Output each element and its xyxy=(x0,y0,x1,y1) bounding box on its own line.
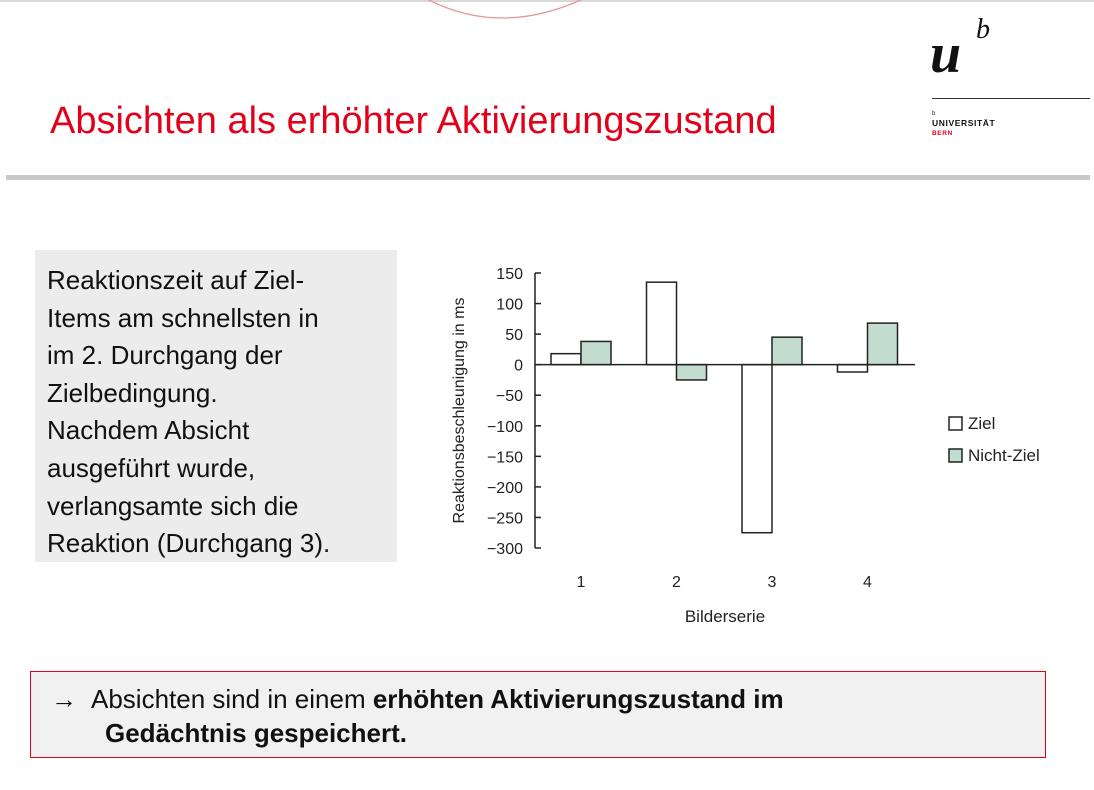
x-tick-label: 2 xyxy=(672,574,681,591)
y-tick-label: −100 xyxy=(487,419,523,436)
bar-ziel-3 xyxy=(741,363,773,534)
conclusion-line-2: Gedächtnis gespeichert. xyxy=(51,716,1029,750)
explanation-box: Reaktionszeit auf Ziel- Items am schnell… xyxy=(35,250,397,562)
y-tick-label: 50 xyxy=(505,327,523,344)
x-tick-label: 3 xyxy=(768,574,777,591)
arrow-right-icon: → xyxy=(51,684,77,714)
logo-city-text: BERN xyxy=(932,130,953,137)
y-tick-label: 0 xyxy=(514,358,523,375)
y-tick-label: 150 xyxy=(496,266,523,283)
explanation-line: ausgeführt wurde, xyxy=(47,452,256,483)
y-tick-label: −150 xyxy=(487,449,523,466)
logo-letter-u: u xyxy=(930,23,962,85)
bar-nicht-ziel-1 xyxy=(580,340,612,366)
bar-ziel-2 xyxy=(645,281,678,366)
y-tick-label: −50 xyxy=(496,388,523,405)
conclusion-bold-text-continued: Gedächtnis gespeichert. xyxy=(105,718,407,748)
bar-nicht-ziel-4 xyxy=(866,322,899,366)
conclusion-bold-text: erhöhten Aktivierungszustand im xyxy=(372,684,784,714)
explanation-line: Zielbedingung. xyxy=(47,377,218,408)
explanation-line: verlangsamte sich die xyxy=(47,490,299,521)
x-axis-label: Bilderserie xyxy=(685,607,765,626)
legend-swatch-nicht-ziel xyxy=(948,448,963,463)
bar-ziel-4 xyxy=(836,363,869,373)
explanation-line: Reaktionszeit auf Ziel- xyxy=(47,265,305,295)
bar-nicht-ziel-3 xyxy=(771,336,803,366)
explanation-line: Items am schnellsten in xyxy=(47,302,319,333)
x-tick-label: 4 xyxy=(863,574,872,591)
y-tick-label: −250 xyxy=(487,510,523,527)
legend-label: Nicht-Ziel xyxy=(968,446,1040,465)
logo-letter-b: b xyxy=(976,14,990,45)
x-tick-label: 1 xyxy=(577,574,586,591)
conclusion-line-1: → Absichten sind in einem erhöhten Aktivi… xyxy=(51,682,1029,716)
y-tick-label: −200 xyxy=(487,480,523,497)
bar-ziel-1 xyxy=(550,352,582,366)
top-border xyxy=(0,0,1094,2)
bar-nicht-ziel-2 xyxy=(675,363,708,381)
decorative-arc xyxy=(427,0,583,19)
conclusion-plain-text: Absichten sind in einem xyxy=(91,684,373,714)
title-divider xyxy=(6,175,1090,180)
logo-mark: b xyxy=(932,111,936,117)
explanation-line: Nachdem Absicht xyxy=(47,415,250,446)
logo-divider xyxy=(932,98,1090,99)
explanation-line: im 2. Durchgang der xyxy=(47,340,283,371)
explanation-line: Reaktion (Durchgang 3). xyxy=(47,528,331,559)
university-logo: u b b UNIVERSITÄT BERN xyxy=(928,12,1094,152)
conclusion-box: → Absichten sind in einem erhöhten Aktivi… xyxy=(30,671,1046,758)
legend-label: Ziel xyxy=(968,414,995,433)
y-tick-label: 100 xyxy=(496,297,523,314)
logo-university-text: UNIVERSITÄT xyxy=(932,118,996,128)
y-tick-label: −300 xyxy=(487,541,523,558)
legend-swatch-ziel xyxy=(948,416,963,431)
y-axis-label: Reaktionsbeschleunigung in ms xyxy=(451,298,468,524)
bar-chart: 1 2 3 4 150 100 50 0 −50 −100 −150 −200 −250 −300 Reak… xyxy=(451,266,1040,626)
slide-title: Absichten als erhöhter Aktivierungszusta… xyxy=(50,100,777,142)
